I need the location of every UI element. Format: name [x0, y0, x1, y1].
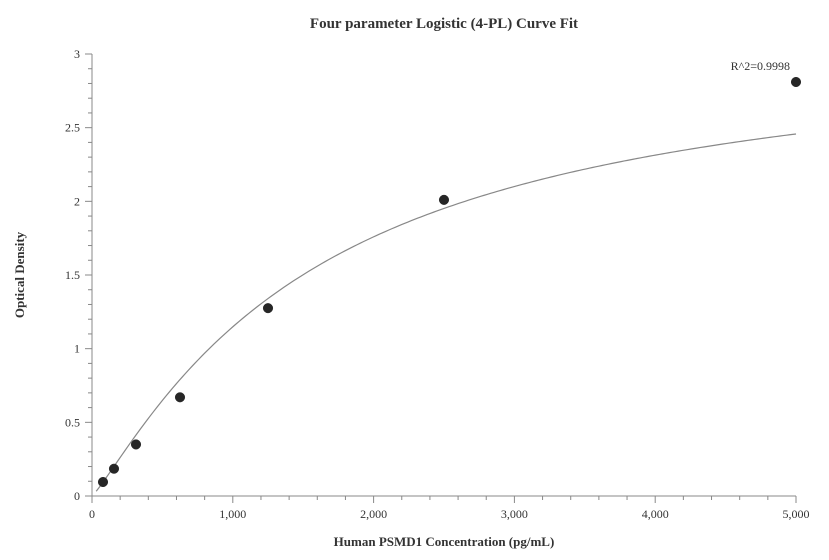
y-tick-label: 3: [74, 47, 80, 61]
chart-container: 0 1,000 2,000 3,000 4,000 5,000 0 0.5 1 1.5 2 2.5 3 R…: [0, 0, 829, 560]
data-point: [131, 440, 141, 450]
x-tick-label: 3,000: [501, 507, 528, 521]
data-point: [175, 392, 185, 402]
x-tick-label: 4,000: [642, 507, 669, 521]
data-point: [263, 303, 273, 313]
y-axis-label: Optical Density: [12, 231, 27, 318]
y-tick-label: 2: [74, 194, 80, 208]
data-point: [439, 195, 449, 205]
x-tick-label: 5,000: [783, 507, 810, 521]
y-tick-label: 0.5: [65, 415, 80, 429]
y-tick-label: 2.5: [65, 121, 80, 135]
r-squared-annotation: R^2=0.9998: [731, 59, 790, 73]
x-tick-label: 0: [89, 507, 95, 521]
chart-title: Four parameter Logistic (4-PL) Curve Fit: [310, 16, 578, 32]
curve-fit-chart: 0 1,000 2,000 3,000 4,000 5,000 0 0.5 1 1.5 2 2.5 3 R…: [0, 0, 829, 560]
y-tick-label: 1.5: [65, 268, 80, 282]
data-point: [109, 464, 119, 474]
chart-background: [0, 0, 829, 560]
x-axis-label: Human PSMD1 Concentration (pg/mL): [334, 534, 555, 549]
x-tick-label: 2,000: [360, 507, 387, 521]
data-point: [791, 77, 801, 87]
y-tick-label: 1: [74, 342, 80, 356]
data-point: [98, 477, 108, 487]
x-tick-label: 1,000: [219, 507, 246, 521]
y-tick-label: 0: [74, 489, 80, 503]
